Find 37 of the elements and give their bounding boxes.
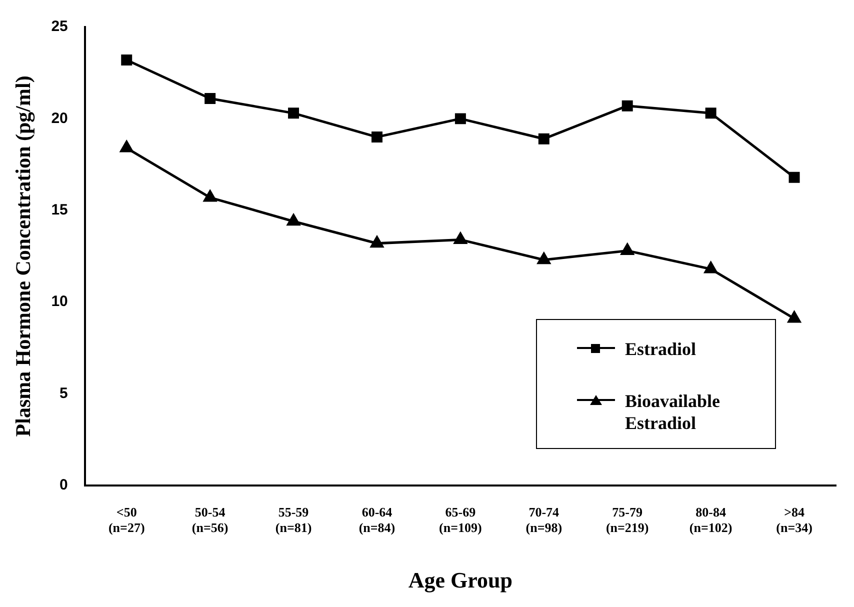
point — [287, 214, 300, 226]
y-tick-label: 0 — [60, 476, 68, 494]
point — [121, 54, 132, 66]
point — [204, 93, 216, 104]
x-tick-label: 50-54 (n=56) — [192, 504, 228, 536]
x-tick-label: 75-79 (n=219) — [606, 504, 649, 536]
point — [454, 113, 466, 124]
point — [454, 232, 467, 244]
x-tick-label: 60-64 (n=84) — [358, 504, 396, 536]
point — [288, 108, 300, 119]
x-tick-label: 70-74 (n=98) — [526, 504, 562, 536]
point — [120, 140, 134, 152]
point — [371, 132, 382, 143]
point — [537, 252, 550, 264]
y-tick-label: 10 — [51, 293, 68, 310]
point — [788, 311, 801, 323]
y-tick-label: 25 — [51, 18, 68, 36]
point — [705, 108, 716, 119]
point — [370, 236, 384, 248]
x-tick-label: 65-69 (n=109) — [439, 504, 482, 536]
y-tick-label: 5 — [60, 384, 68, 402]
point — [622, 100, 633, 112]
point — [788, 172, 800, 183]
point — [620, 243, 634, 255]
x-tick-label: 80-84 (n=102) — [689, 504, 732, 536]
y-tick-label: 15 — [51, 202, 68, 218]
x-axis-title: Age Group — [408, 567, 512, 592]
x-tick-label: >84 (n=34) — [776, 504, 812, 536]
y-axis-title: Plasma Hormone Concentration (pg/ml) — [11, 76, 36, 437]
x-tick-label: 55-59 (n=81) — [275, 504, 312, 536]
point — [538, 133, 550, 144]
y-tick-label: 20 — [51, 110, 68, 127]
legend-label: Bioavailable Estradiol — [625, 390, 722, 434]
x-tick-label: <50 (n=27) — [108, 504, 145, 536]
point — [704, 262, 718, 274]
point — [204, 190, 217, 202]
legend-label: Estradiol — [625, 338, 698, 360]
